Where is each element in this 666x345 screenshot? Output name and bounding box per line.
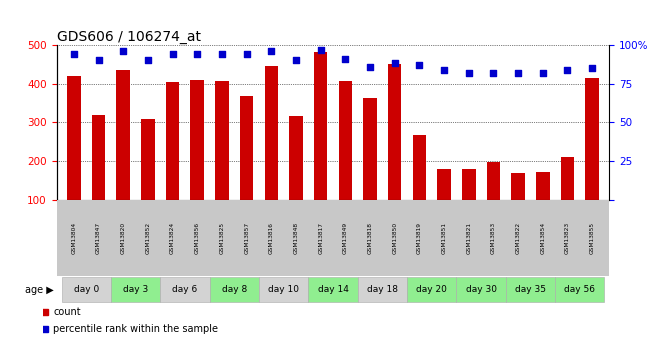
Bar bbox=[141, 119, 155, 200]
Text: GSM13821: GSM13821 bbox=[466, 222, 472, 254]
Point bbox=[118, 48, 129, 54]
Bar bbox=[289, 116, 303, 200]
Text: day 56: day 56 bbox=[564, 285, 595, 294]
Bar bbox=[215, 81, 228, 200]
Text: GSM13851: GSM13851 bbox=[442, 222, 446, 254]
Bar bbox=[487, 162, 500, 200]
Text: day 6: day 6 bbox=[172, 285, 198, 294]
Point bbox=[216, 51, 227, 57]
FancyBboxPatch shape bbox=[456, 277, 505, 302]
Bar bbox=[67, 76, 81, 200]
Text: GSM13850: GSM13850 bbox=[392, 222, 397, 254]
Bar bbox=[190, 80, 204, 200]
Text: day 8: day 8 bbox=[222, 285, 247, 294]
Point bbox=[290, 58, 301, 63]
Text: GDS606 / 106274_at: GDS606 / 106274_at bbox=[57, 30, 200, 44]
Point bbox=[390, 61, 400, 66]
Text: GSM13817: GSM13817 bbox=[318, 222, 323, 254]
Point bbox=[587, 66, 597, 71]
Text: GSM13824: GSM13824 bbox=[170, 222, 175, 254]
Bar bbox=[264, 66, 278, 200]
Bar bbox=[511, 173, 525, 200]
Text: GSM13853: GSM13853 bbox=[491, 222, 496, 254]
Bar bbox=[240, 97, 254, 200]
FancyBboxPatch shape bbox=[407, 277, 456, 302]
Text: GSM13856: GSM13856 bbox=[194, 222, 200, 254]
Text: day 14: day 14 bbox=[318, 285, 348, 294]
Bar bbox=[561, 157, 574, 200]
FancyBboxPatch shape bbox=[358, 277, 407, 302]
Text: GSM13848: GSM13848 bbox=[294, 222, 298, 254]
Point bbox=[93, 58, 104, 63]
Text: count: count bbox=[53, 307, 81, 317]
Bar bbox=[314, 52, 328, 200]
Point bbox=[562, 67, 573, 72]
Text: GSM13823: GSM13823 bbox=[565, 222, 570, 254]
Bar bbox=[117, 70, 130, 200]
FancyBboxPatch shape bbox=[505, 277, 555, 302]
Bar bbox=[338, 81, 352, 200]
Bar bbox=[462, 169, 476, 200]
Text: GSM13816: GSM13816 bbox=[269, 222, 274, 254]
Text: GSM13818: GSM13818 bbox=[368, 222, 372, 254]
Text: day 35: day 35 bbox=[515, 285, 546, 294]
Text: GSM13820: GSM13820 bbox=[121, 222, 126, 254]
Text: GSM13804: GSM13804 bbox=[71, 222, 77, 254]
Text: GSM13849: GSM13849 bbox=[343, 222, 348, 254]
Text: GSM13854: GSM13854 bbox=[540, 222, 545, 254]
Text: day 20: day 20 bbox=[416, 285, 447, 294]
Point bbox=[192, 51, 202, 57]
FancyBboxPatch shape bbox=[259, 277, 308, 302]
Text: day 10: day 10 bbox=[268, 285, 299, 294]
Point bbox=[488, 70, 499, 76]
Point bbox=[143, 58, 153, 63]
Point bbox=[315, 47, 326, 52]
Bar bbox=[438, 169, 451, 200]
Bar bbox=[92, 115, 105, 200]
Point bbox=[439, 67, 450, 72]
FancyBboxPatch shape bbox=[111, 277, 161, 302]
Text: GSM13847: GSM13847 bbox=[96, 222, 101, 254]
Point bbox=[69, 51, 79, 57]
Bar bbox=[412, 135, 426, 200]
Text: GSM13825: GSM13825 bbox=[220, 222, 224, 254]
Text: day 3: day 3 bbox=[123, 285, 149, 294]
Bar bbox=[363, 98, 377, 200]
Text: GSM13855: GSM13855 bbox=[589, 222, 595, 254]
Point bbox=[340, 56, 351, 61]
Text: GSM13819: GSM13819 bbox=[417, 222, 422, 254]
Point bbox=[241, 51, 252, 57]
Text: day 0: day 0 bbox=[74, 285, 99, 294]
Text: age ▶: age ▶ bbox=[25, 285, 53, 295]
Point bbox=[464, 70, 474, 76]
Point bbox=[414, 62, 425, 68]
Text: GSM13822: GSM13822 bbox=[515, 222, 521, 254]
Point bbox=[513, 70, 523, 76]
Point bbox=[167, 51, 178, 57]
Text: day 18: day 18 bbox=[367, 285, 398, 294]
Bar bbox=[388, 64, 402, 200]
Text: GSM13852: GSM13852 bbox=[145, 222, 151, 254]
FancyBboxPatch shape bbox=[61, 277, 111, 302]
Point bbox=[365, 64, 376, 69]
FancyBboxPatch shape bbox=[555, 277, 605, 302]
Point bbox=[266, 48, 276, 54]
FancyBboxPatch shape bbox=[308, 277, 358, 302]
Text: GSM13857: GSM13857 bbox=[244, 222, 249, 254]
Bar bbox=[536, 172, 549, 200]
FancyBboxPatch shape bbox=[161, 277, 210, 302]
Bar bbox=[585, 78, 599, 200]
Bar bbox=[166, 82, 179, 200]
FancyBboxPatch shape bbox=[210, 277, 259, 302]
Text: percentile rank within the sample: percentile rank within the sample bbox=[53, 325, 218, 334]
Text: day 30: day 30 bbox=[466, 285, 497, 294]
Point bbox=[537, 70, 548, 76]
